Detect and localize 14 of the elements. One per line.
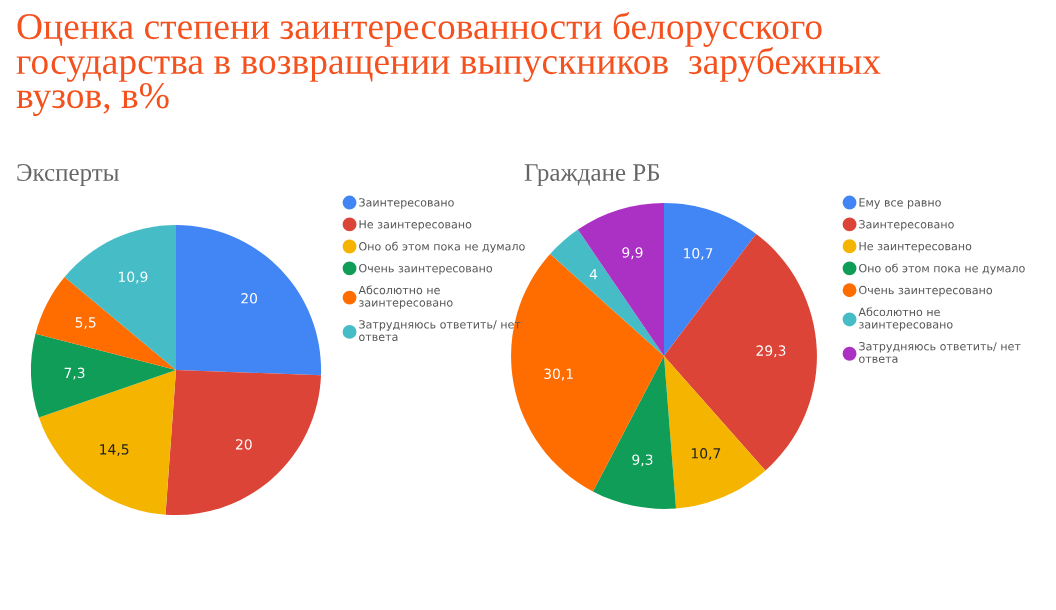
- pie-slice: [664, 203, 757, 356]
- pie-slice: [664, 356, 766, 509]
- chart-title: Оценка степени заинтересованности белорусского государства в возвращении выпускников зарубежных вузов, в%: [16, 12, 881, 116]
- pie-slice: [664, 233, 817, 471]
- pie-slice: [176, 224, 322, 376]
- pie-slice: [592, 356, 676, 509]
- pie-slice: [38, 370, 176, 515]
- pie-slice: [577, 203, 664, 356]
- chart-subtitle: Эксперты: [17, 164, 119, 186]
- pie-slice: [165, 370, 321, 516]
- pie-slice: [30, 333, 176, 418]
- chart-title: Граждане РБ: [524, 164, 660, 186]
- pie-slice: [550, 229, 664, 356]
- pie-slice: [64, 224, 176, 370]
